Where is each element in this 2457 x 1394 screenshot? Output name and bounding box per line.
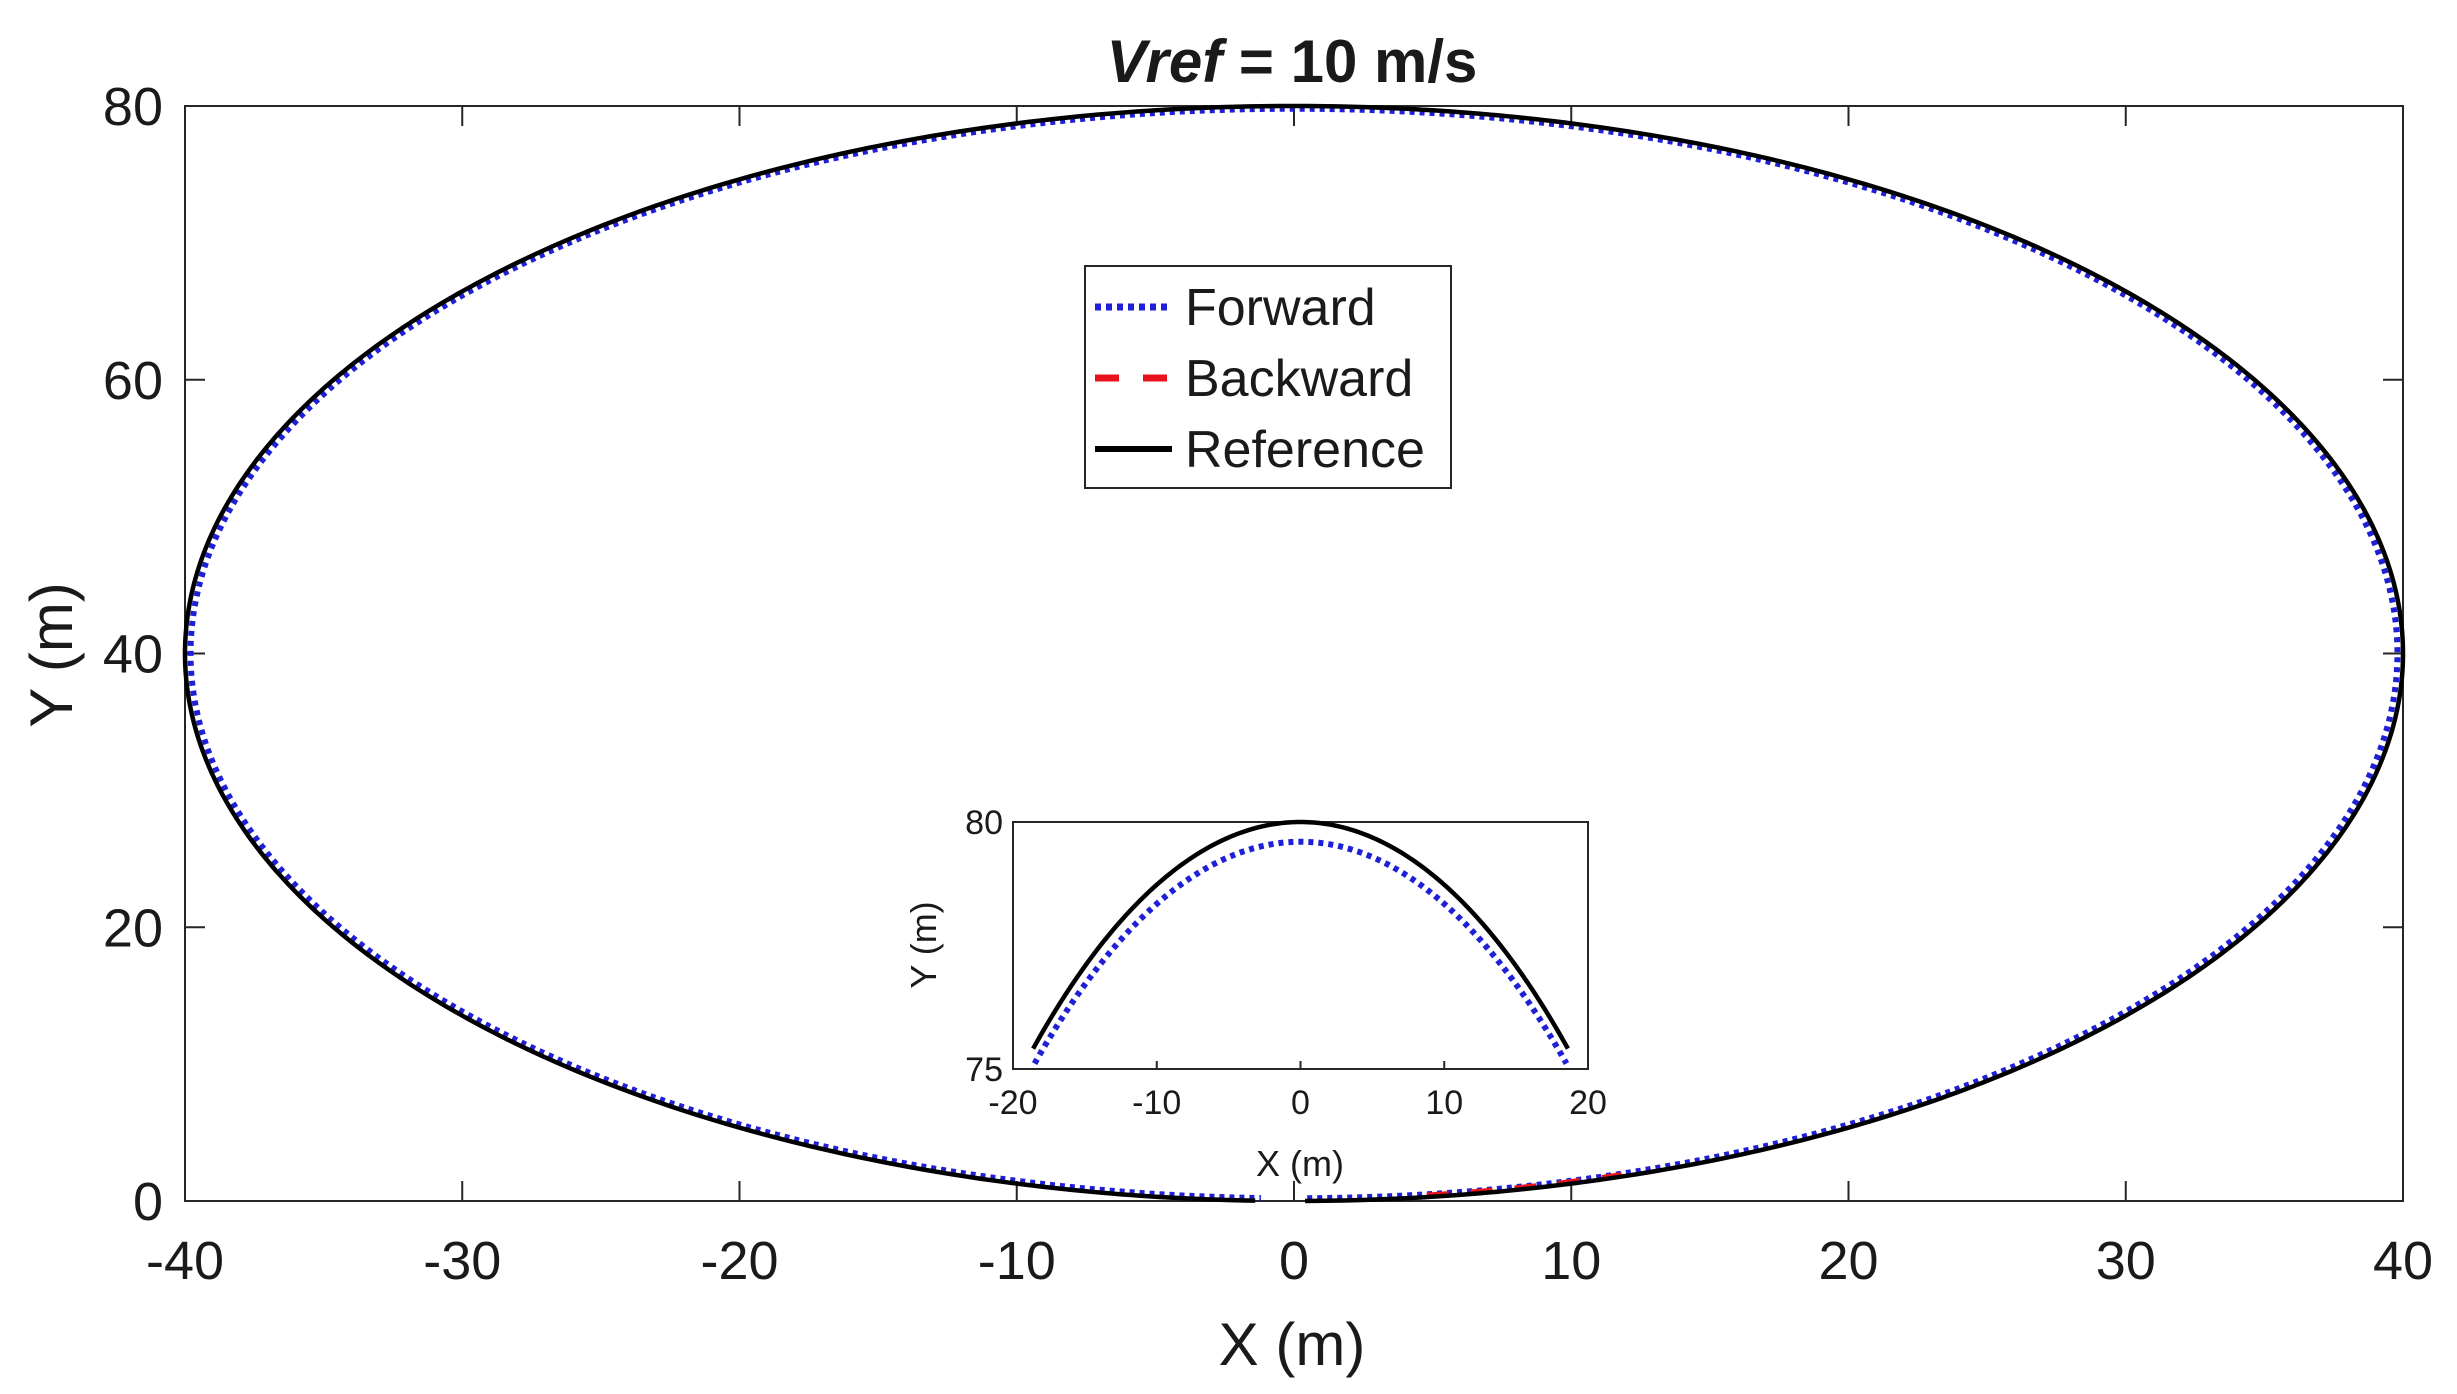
inset-plot: -20 -10 0 10 20 75 80 X (m) Y (m): [903, 804, 1607, 1184]
inset-y-axis-label: Y (m): [903, 901, 944, 988]
x-tick-label: -10: [978, 1231, 1056, 1291]
x-axis-label: X (m): [1219, 1311, 1366, 1378]
y-tick-label: 80: [103, 77, 163, 137]
backward-series-line: [1426, 1172, 1623, 1198]
x-tick-label: -20: [700, 1231, 778, 1291]
inset-x-tick-label: 20: [1569, 1084, 1607, 1122]
reference-series-line: [182, 103, 2406, 1204]
y-tick-label: 60: [103, 351, 163, 411]
inset-x-axis-label: X (m): [1256, 1143, 1344, 1184]
legend-backward-label: Backward: [1185, 350, 1413, 408]
inset-x-ticks: -20 -10 0 10 20: [988, 1061, 1607, 1122]
inset-forward-line: [1031, 838, 1570, 1066]
inset-y-tick-label: 80: [965, 804, 1003, 842]
inset-x-tick-label: 0: [1291, 1084, 1310, 1122]
chart-title: Vref = 10 m/s: [1107, 28, 1478, 95]
x-tick-label: 10: [1541, 1231, 1601, 1291]
main-series: [182, 103, 2406, 1204]
legend-reference-label: Reference: [1185, 421, 1425, 479]
x-tick-label: 40: [2373, 1231, 2433, 1291]
inset-axes-box: [1012, 821, 1589, 1070]
inset-y-ticks: 75 80: [965, 804, 1003, 1089]
inset-y-tick-label: 75: [965, 1051, 1003, 1089]
main-y-ticks: 0 20 40 60 80: [103, 77, 2403, 1232]
x-tick-label: -30: [423, 1231, 501, 1291]
x-tick-label: -40: [146, 1231, 224, 1291]
x-tick-label: 20: [1818, 1231, 1878, 1291]
main-x-ticks: -40 -30 -20 -10 0 10 20 30 40: [146, 106, 2433, 1291]
y-tick-label: 20: [103, 898, 163, 958]
legend-forward-label: Forward: [1185, 279, 1376, 337]
x-tick-label: 30: [2096, 1231, 2156, 1291]
inset-series: [1031, 819, 1570, 1066]
y-tick-label: 0: [133, 1172, 163, 1232]
x-tick-label: 0: [1279, 1231, 1309, 1291]
inset-x-tick-label: 10: [1425, 1084, 1463, 1122]
forward-series-line: [187, 105, 2401, 1202]
inset-x-tick-label: -20: [988, 1084, 1037, 1122]
inset-reference-line: [1031, 819, 1570, 1050]
inset-x-tick-label: -10: [1132, 1084, 1181, 1122]
y-axis-label: Y (m): [18, 582, 85, 728]
y-tick-label: 40: [103, 625, 163, 685]
chart-title-rest: = 10 m/s: [1222, 28, 1477, 95]
legend: Forward Backward Reference: [1084, 265, 1452, 489]
chart-title-italic: Vref: [1107, 28, 1228, 95]
